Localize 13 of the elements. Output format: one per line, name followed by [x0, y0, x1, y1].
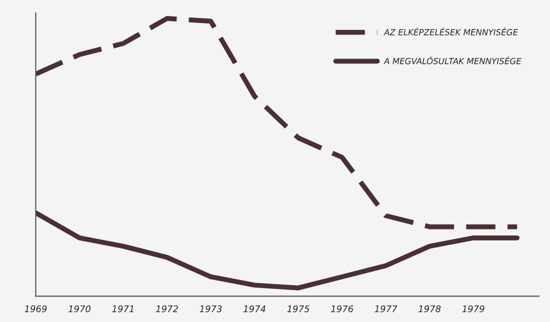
x-tick-label: 1978	[418, 305, 441, 312]
x-tick-label: 1970	[68, 305, 91, 312]
x-tick-label: 1972	[156, 305, 178, 312]
x-tick-label: 1969	[24, 305, 47, 312]
legend-label: A MEGVALÓSULTAK MENNYISÉGE	[384, 56, 522, 64]
x-tick-label: 1979	[462, 305, 484, 312]
x-tick-label: 1973	[200, 305, 222, 312]
x-tick-label: 1976	[331, 305, 354, 312]
legend-label: AZ ELKÉPZELÉSEK MENNYISÉGE	[384, 28, 518, 36]
x-tick-label: 1971	[112, 305, 134, 312]
x-tick-label: 1974	[244, 305, 266, 312]
x-tick-label: 1977	[374, 305, 398, 312]
x-tick-label: 1975	[287, 305, 310, 312]
